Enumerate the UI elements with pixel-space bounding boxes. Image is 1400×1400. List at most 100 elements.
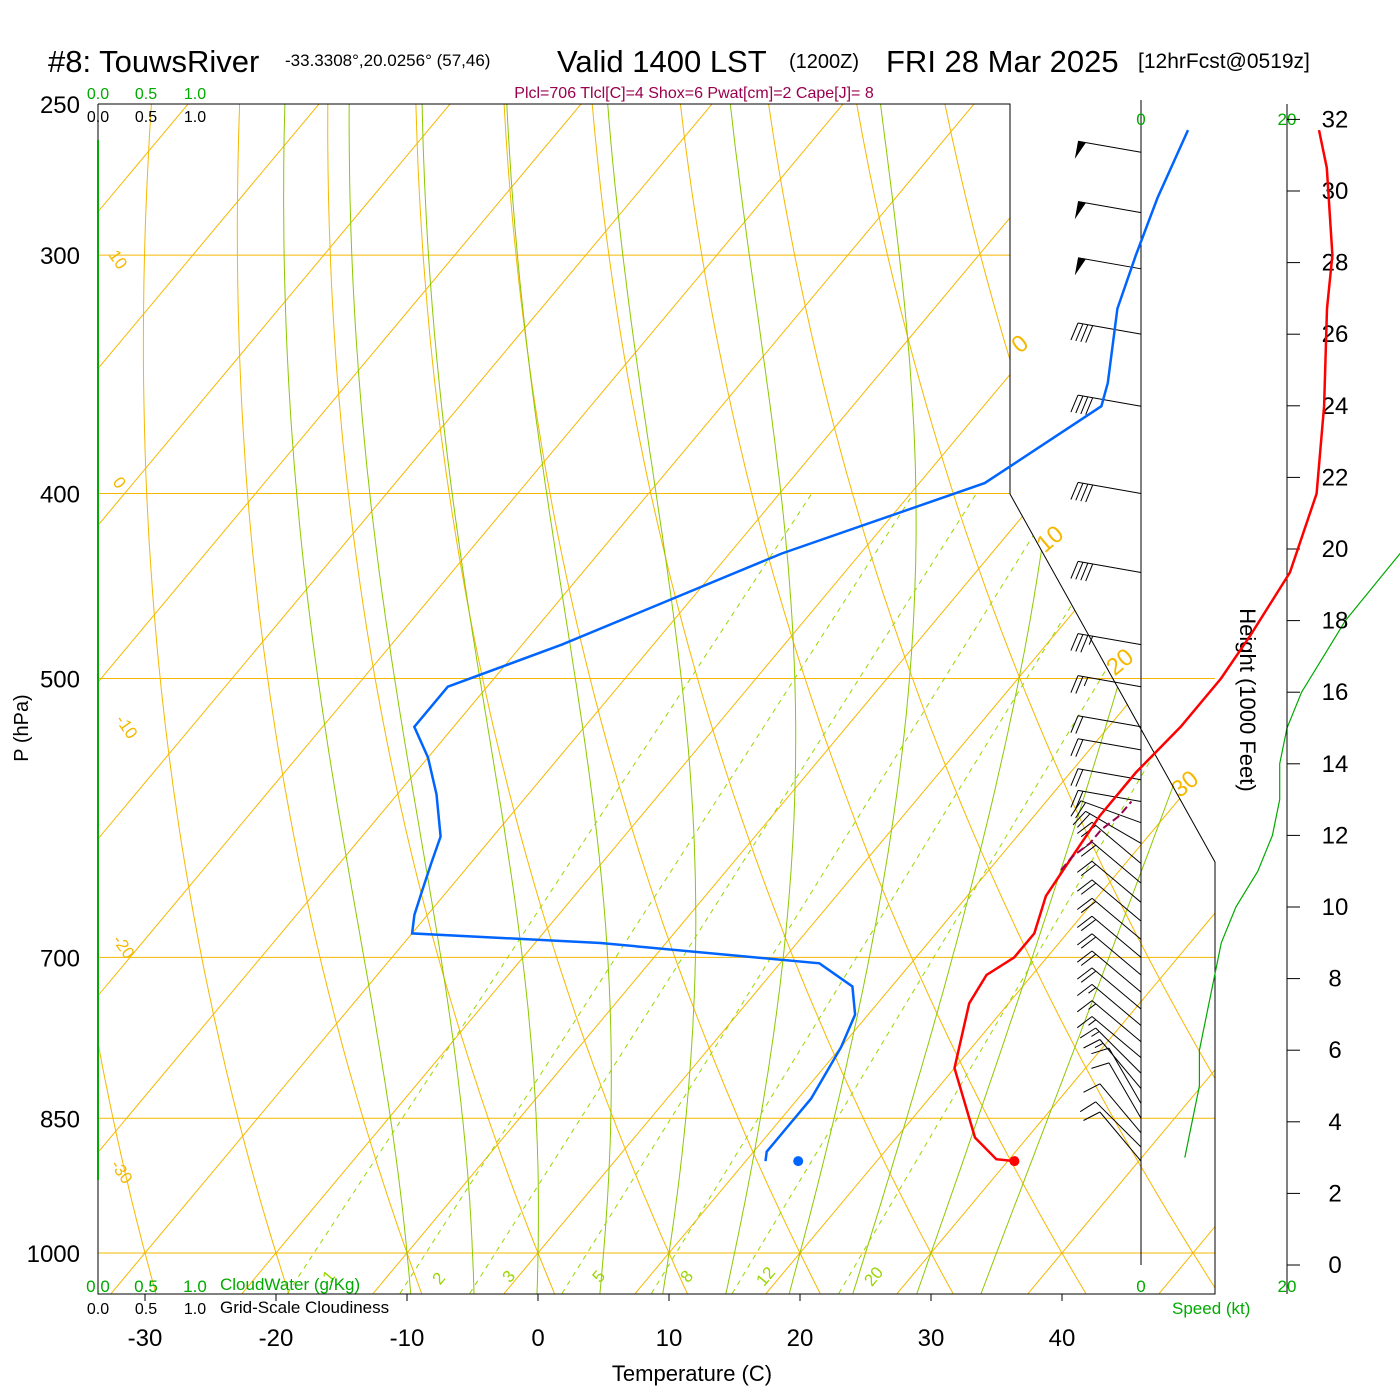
- barb-staff: [1091, 879, 1142, 922]
- moist-adiabat-label: 10: [1031, 520, 1069, 558]
- barb-full: [1080, 953, 1097, 966]
- barb-full: [1075, 562, 1084, 580]
- pressure-axis: 250 300 400 500 700 850 1000: [27, 92, 80, 1268]
- moist-adiabat-line: [421, 104, 539, 1294]
- isotherm-line: [1158, 104, 1215, 1294]
- moist-adiabat-line: [504, 104, 612, 1294]
- barb-staff: [1077, 715, 1142, 728]
- isotherm-line: [98, 104, 1003, 1294]
- height-tick-label: 0: [1328, 1252, 1341, 1279]
- barb-half: [1091, 1031, 1100, 1037]
- barb-full: [1075, 791, 1084, 809]
- cloud-water-tick-label: 1.0: [183, 1277, 207, 1296]
- barb-full: [1076, 967, 1093, 980]
- height-tick-label: 18: [1322, 608, 1349, 635]
- barb-full: [1083, 1083, 1101, 1093]
- barb-staff: [1077, 789, 1142, 803]
- plot-frame: [97, 103, 1216, 1295]
- isotherm-line: [98, 104, 872, 1294]
- barb-half: [1094, 1042, 1104, 1049]
- barb-full: [1076, 860, 1093, 873]
- cloudiness-tick-label: 1.0: [184, 109, 206, 126]
- wind-speed-axis: 00202040406060: [1136, 110, 1296, 1296]
- isotherm-line: [98, 104, 741, 1294]
- wind-barb: [1076, 821, 1142, 864]
- wind-barb: [1076, 933, 1142, 976]
- cloudiness-tick-label: 0.0: [87, 109, 109, 126]
- barb-staff: [1091, 860, 1142, 903]
- dry-adiabat-label: 10: [105, 246, 131, 272]
- forecast-date: FRI 28 Mar 2025: [886, 44, 1119, 79]
- barb-full: [1080, 844, 1097, 857]
- barb-staff: [1077, 738, 1142, 751]
- dry-adiabat-line: [676, 104, 1087, 1294]
- barb-full: [1070, 768, 1079, 786]
- barb-staff: [1099, 1111, 1142, 1162]
- surface-temperature-marker: [1009, 1156, 1020, 1167]
- temperature-tick-label: 10: [656, 1325, 683, 1352]
- moist-adiabat-line: [725, 104, 797, 1294]
- barb-full: [1072, 810, 1086, 826]
- barb-full: [1070, 800, 1082, 817]
- isotherm-line: [110, 104, 1134, 1294]
- temperature-tick-label: -20: [259, 1325, 294, 1352]
- barb-staff: [1077, 140, 1142, 153]
- barb-full: [1091, 1062, 1110, 1069]
- dry-adiabat-line: [142, 104, 290, 1294]
- barb-staff: [1077, 322, 1142, 335]
- cloudiness-tick-label: 0.0: [87, 1301, 109, 1318]
- barb-full: [1080, 919, 1097, 932]
- barb-full: [1070, 322, 1079, 341]
- dry-adiabat-line: [501, 104, 821, 1294]
- dry-adiabat-line: [327, 104, 555, 1294]
- barb-full: [1075, 769, 1084, 787]
- barb-staff: [1091, 950, 1142, 993]
- pressure-tick-label: 1000: [27, 1241, 80, 1268]
- mixing-ratio-label: 2: [428, 1269, 449, 1288]
- wind-barb: [1076, 967, 1142, 1010]
- isotherms: [98, 104, 1215, 1294]
- barb-full: [1076, 950, 1093, 963]
- wind-barb: [1070, 715, 1142, 734]
- valid-time: Valid 1400 LST: [557, 44, 767, 79]
- dry-adiabat-label: -10: [112, 711, 142, 742]
- barb-full: [1075, 676, 1084, 694]
- pressure-tick-label: 700: [40, 945, 80, 972]
- cloud-axis-top: 0.0 0.5 1.0 0.0 0.5 1.0: [87, 86, 206, 126]
- wind-barb: [1070, 800, 1142, 824]
- barb-full: [1079, 1027, 1096, 1039]
- temperature-tick-label: 30: [918, 1325, 945, 1352]
- barb-full: [1070, 561, 1079, 579]
- moist-adiabat-label: 0: [1006, 330, 1034, 359]
- cloud-water-tick-label: 0.0: [86, 1277, 110, 1296]
- barb-half: [1083, 677, 1089, 687]
- barb-full: [1077, 813, 1091, 828]
- barb-staff: [1099, 1083, 1142, 1134]
- barb-full: [1070, 394, 1079, 413]
- dry-adiabat-line: [850, 104, 1215, 1294]
- wind-barb: [1070, 322, 1142, 343]
- wind-barb: [1072, 810, 1142, 844]
- pressure-tick-label: 250: [40, 92, 80, 119]
- barb-staff: [1091, 821, 1142, 864]
- mixing-ratio-line: [731, 493, 1213, 1294]
- barb-full: [1079, 1101, 1096, 1113]
- barb-full: [1076, 915, 1093, 928]
- moist-adiabat-line: [283, 104, 412, 1294]
- wind-barbs: [1070, 140, 1142, 1162]
- wind-barb: [1070, 633, 1142, 653]
- y-axis-title: P (hPa): [11, 694, 33, 761]
- temperature-profile: [953, 129, 1334, 1163]
- wind-barb: [1076, 860, 1142, 903]
- wind-barb: [1076, 1016, 1142, 1059]
- barb-full: [1080, 882, 1097, 895]
- height-tick-label: 8: [1328, 966, 1341, 993]
- pressure-tick-label: 850: [40, 1106, 80, 1133]
- mixing-ratio-line: [399, 493, 914, 1294]
- barb-pennant: [1074, 257, 1086, 276]
- barb-full: [1070, 633, 1079, 651]
- isotherm-line: [765, 104, 1215, 1294]
- barb-staff: [1077, 201, 1142, 214]
- isotherm-line: [98, 104, 479, 1294]
